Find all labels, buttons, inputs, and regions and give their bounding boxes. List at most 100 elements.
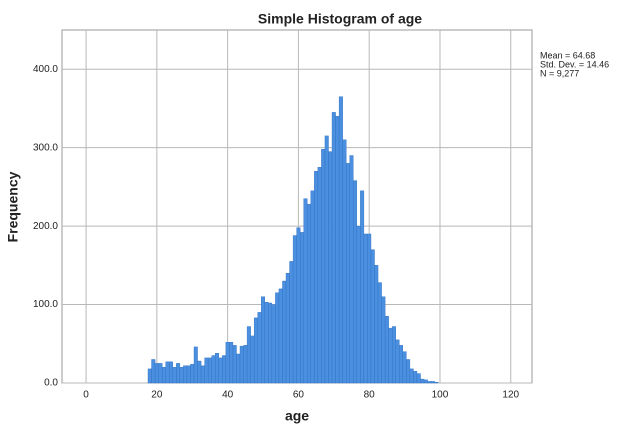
bar bbox=[165, 361, 170, 384]
bar bbox=[335, 116, 340, 384]
bar bbox=[147, 368, 152, 384]
bar bbox=[197, 360, 202, 384]
bar bbox=[367, 233, 372, 384]
bar bbox=[243, 345, 248, 384]
bar bbox=[200, 365, 205, 384]
bar bbox=[268, 302, 273, 384]
bar bbox=[399, 345, 404, 384]
bar bbox=[307, 203, 312, 384]
bar bbox=[239, 345, 244, 384]
bar bbox=[377, 282, 382, 384]
bar bbox=[303, 198, 308, 384]
bar bbox=[172, 367, 177, 384]
bar bbox=[328, 151, 333, 384]
bar bbox=[207, 357, 212, 384]
bar bbox=[179, 367, 184, 384]
bar bbox=[324, 135, 329, 384]
x-tick-label: 40 bbox=[222, 390, 234, 401]
bar bbox=[161, 367, 166, 384]
x-axis-title: age bbox=[285, 408, 309, 424]
bar bbox=[218, 357, 223, 384]
bar bbox=[317, 167, 322, 384]
bar bbox=[360, 190, 365, 384]
bar bbox=[423, 379, 428, 384]
bar bbox=[374, 265, 379, 384]
y-tick-label: 400.0 bbox=[33, 64, 58, 75]
bar bbox=[434, 382, 439, 384]
y-tick-label: 100.0 bbox=[33, 299, 58, 310]
bar bbox=[406, 359, 411, 384]
bar bbox=[353, 180, 358, 384]
bar bbox=[292, 235, 297, 384]
bar bbox=[278, 288, 283, 384]
bar bbox=[395, 339, 400, 384]
bar bbox=[430, 381, 435, 384]
bar bbox=[314, 170, 319, 384]
bar bbox=[285, 272, 290, 384]
bar bbox=[190, 363, 195, 384]
bar bbox=[338, 96, 343, 384]
x-tick-label: 20 bbox=[151, 390, 163, 401]
bar bbox=[183, 365, 188, 384]
bar bbox=[370, 249, 375, 384]
x-tick-label: 120 bbox=[502, 390, 519, 401]
bar bbox=[384, 316, 389, 384]
bar bbox=[402, 351, 407, 384]
bar bbox=[363, 233, 368, 384]
bar bbox=[225, 342, 230, 384]
bar bbox=[321, 149, 326, 384]
x-tick-label: 80 bbox=[364, 390, 376, 401]
x-tick-label: 0 bbox=[83, 390, 89, 401]
bar bbox=[211, 355, 216, 384]
bar bbox=[271, 304, 276, 384]
bar bbox=[310, 190, 315, 384]
bar bbox=[215, 352, 219, 384]
y-tick-label: 0.0 bbox=[44, 378, 58, 389]
bar bbox=[261, 296, 265, 384]
bar bbox=[296, 227, 301, 384]
bar bbox=[169, 361, 173, 384]
bar bbox=[222, 355, 227, 384]
bar bbox=[299, 232, 304, 384]
x-tick-label: 60 bbox=[293, 390, 305, 401]
bar bbox=[250, 335, 255, 384]
bar bbox=[392, 326, 396, 384]
bar bbox=[236, 353, 241, 384]
bar bbox=[427, 381, 432, 384]
bar bbox=[289, 261, 294, 384]
bar bbox=[176, 363, 181, 384]
chart-title: Simple Histogram of age bbox=[258, 11, 422, 27]
bar bbox=[349, 155, 354, 384]
bar bbox=[282, 280, 287, 384]
bar bbox=[409, 368, 414, 384]
stats-label: Std. Dev. = 14.46 bbox=[540, 59, 609, 69]
bar bbox=[420, 378, 425, 384]
bar bbox=[253, 317, 258, 384]
bar bbox=[158, 363, 163, 384]
bar bbox=[381, 296, 386, 384]
bar bbox=[193, 346, 198, 384]
x-tick-label: 100 bbox=[432, 390, 449, 401]
bar bbox=[186, 365, 191, 384]
bar bbox=[342, 139, 347, 384]
bar bbox=[229, 342, 234, 384]
y-tick-label: 300.0 bbox=[33, 142, 58, 153]
y-axis-title: Frequency bbox=[5, 171, 21, 242]
y-tick-label: 200.0 bbox=[33, 221, 58, 232]
bar bbox=[275, 292, 280, 384]
stats-label: N = 9,277 bbox=[540, 68, 579, 78]
bar bbox=[232, 345, 237, 384]
bar bbox=[151, 359, 156, 384]
bar bbox=[416, 373, 421, 384]
bar bbox=[246, 326, 251, 384]
bar bbox=[257, 312, 262, 384]
bar bbox=[331, 112, 336, 384]
stats-label: Mean = 64.68 bbox=[540, 50, 595, 60]
bar bbox=[264, 302, 269, 384]
bar bbox=[388, 327, 393, 384]
bar bbox=[204, 357, 209, 384]
bar bbox=[356, 225, 361, 384]
bar bbox=[154, 363, 159, 384]
bar bbox=[413, 371, 418, 384]
